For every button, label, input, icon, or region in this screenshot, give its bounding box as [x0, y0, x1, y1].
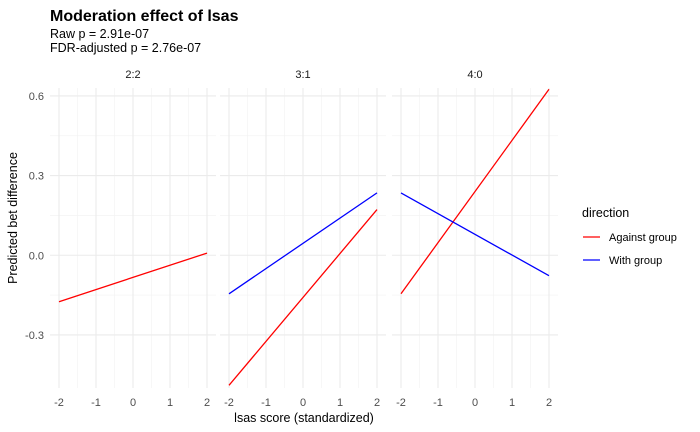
legend-label: With group	[609, 255, 662, 267]
y-tick-label: 0.3	[29, 171, 44, 183]
x-tick-label: 2	[546, 397, 552, 409]
x-tick-label: 0	[472, 397, 478, 409]
x-tick-label: -1	[91, 397, 101, 409]
y-axis-title: Predicted bet difference	[6, 152, 20, 284]
facet-panel-3-1: 3:1 -2 -1 0 1 2	[220, 69, 386, 409]
facet-panel-2-2: 2:2 -2 -1 0 1 2	[50, 69, 216, 409]
x-tick-label: -1	[433, 397, 443, 409]
x-tick-label: -2	[396, 397, 406, 409]
x-tick-label: 1	[509, 397, 515, 409]
x-tick-label: 1	[337, 397, 343, 409]
facet-panels: 2:2 -2 -1 0 1 2 3:1 -2 -1 0 1 2 4:0 -2 -1 0 1 2 -0.3 0.0 0.3…	[25, 69, 558, 409]
series-line-against-group	[58, 252, 208, 303]
x-tick-label: -2	[224, 397, 234, 409]
x-axis-title: lsas score (standardized)	[234, 411, 374, 425]
facet-strip-label: 4:0	[467, 69, 482, 81]
x-tick-label: -2	[54, 397, 64, 409]
series-line-with-group	[228, 192, 378, 295]
x-tick-label: 1	[167, 397, 173, 409]
series-line-with-group	[400, 192, 550, 277]
x-tick-label: -1	[261, 397, 271, 409]
x-tick-label: 2	[374, 397, 380, 409]
facet-panel-4-0: 4:0 -2 -1 0 1 2	[392, 69, 558, 409]
facet-strip-label: 3:1	[295, 69, 310, 81]
x-tick-label: 0	[130, 397, 136, 409]
chart-title: Moderation effect of lsas	[50, 8, 239, 25]
x-tick-label: 2	[204, 397, 210, 409]
x-tick-label: 0	[300, 397, 306, 409]
legend: direction Against group With group	[582, 206, 677, 267]
y-tick-label: -0.3	[25, 330, 44, 342]
chart-subtitle-fdr-p: FDR-adjusted p = 2.76e-07	[50, 41, 201, 55]
facet-strip-label: 2:2	[125, 69, 140, 81]
y-tick-label: 0.0	[29, 250, 44, 262]
chart-subtitle-raw-p: Raw p = 2.91e-07	[50, 27, 149, 41]
legend-label: Against group	[609, 232, 677, 244]
series-line-against-group	[228, 209, 378, 386]
y-tick-label: 0.6	[29, 91, 44, 103]
legend-title: direction	[582, 206, 629, 220]
series-line-against-group	[400, 88, 550, 295]
